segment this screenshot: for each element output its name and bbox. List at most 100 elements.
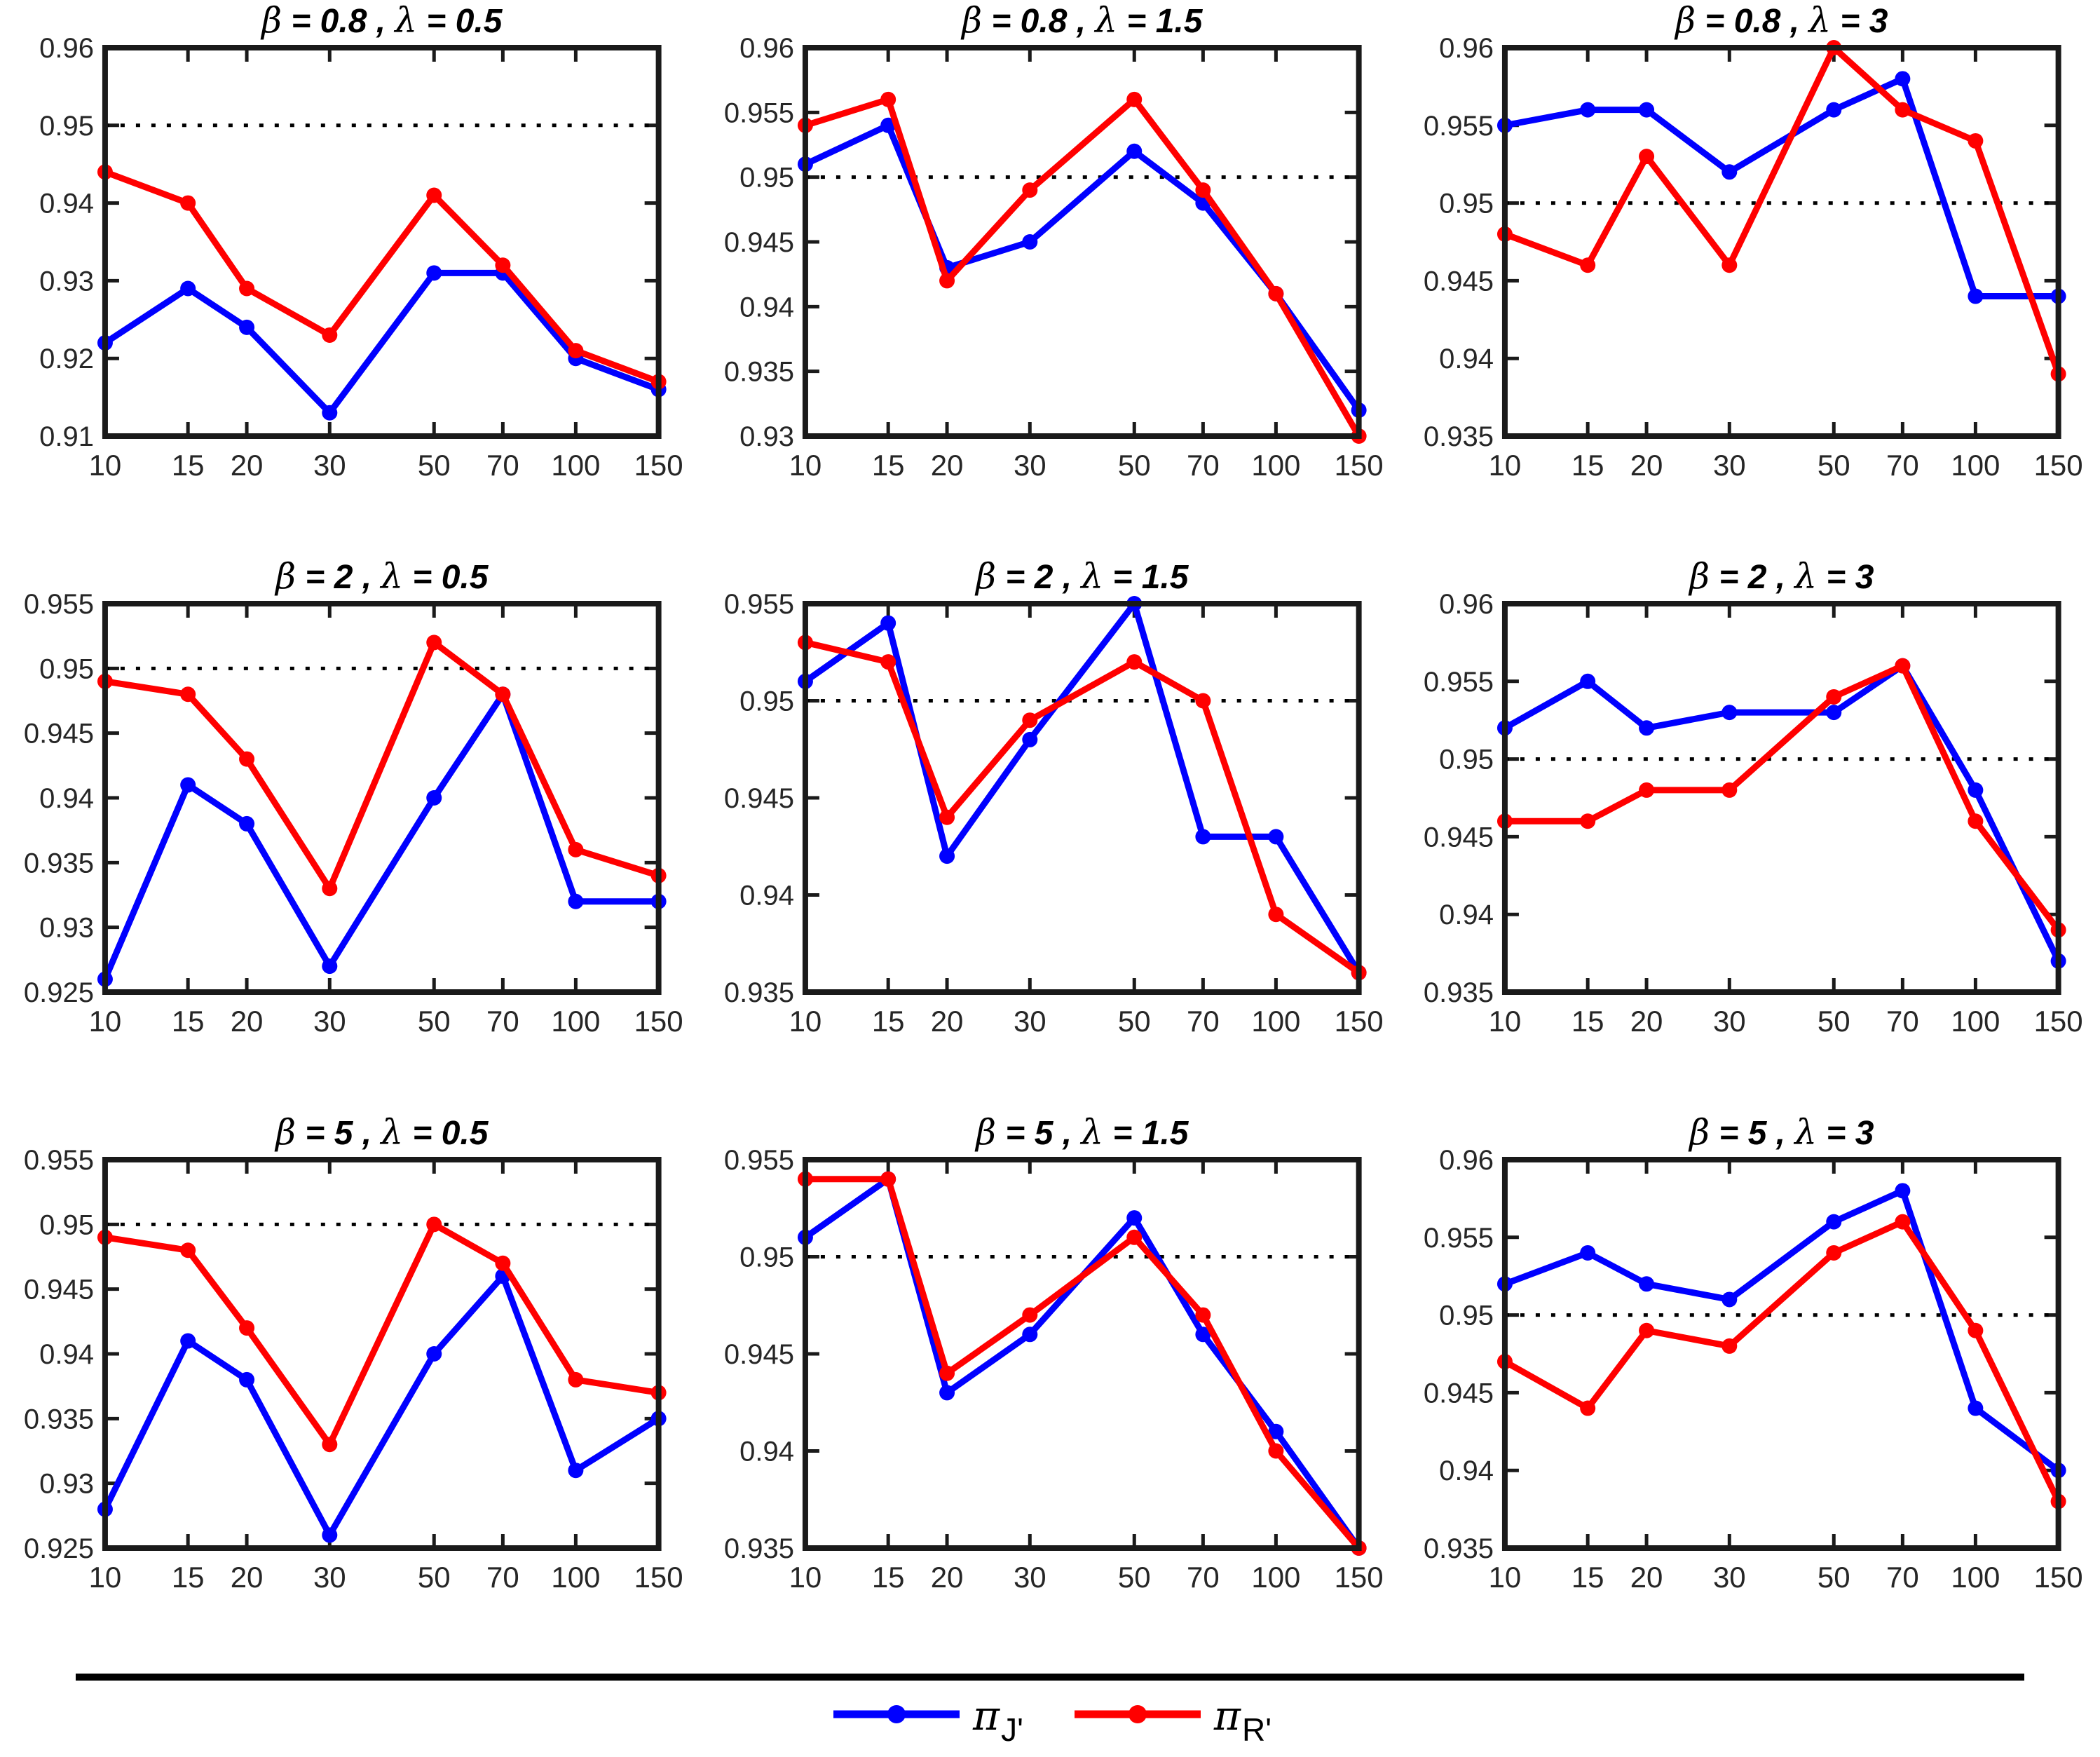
subplot-title: β = 5 , λ = 0.5 [274,1112,489,1153]
subplot-title: β = 2 , λ = 1.5 [974,556,1189,597]
data-marker-pi_R [1580,813,1596,829]
data-marker-pi_R [1126,91,1142,107]
y-tick-label: 0.955 [723,97,793,128]
data-marker-pi_R [1826,1244,1842,1261]
data-marker-pi_R [880,654,896,670]
data-marker-pi_R [1968,813,1984,829]
y-tick-label: 0.945 [24,719,94,749]
subplot-title: β = 2 , λ = 0.5 [274,556,489,597]
data-marker-pi_R [939,273,955,289]
x-tick-label: 100 [1951,449,2000,482]
plot-box [802,1157,1362,1551]
y-tick-label: 0.96 [1439,1145,1494,1176]
plot-box [102,45,662,439]
y-tick-label: 0.955 [1424,667,1494,698]
x-tick-label: 20 [231,449,264,482]
x-tick-label: 150 [2034,1005,2083,1038]
x-tick-label: 50 [1118,449,1151,482]
chart-2: β = 0.8 , λ = 1.5 0.93 0.935 0.94 0.945 0.95 0… [723,0,1383,482]
x-tick-label: 10 [89,1005,122,1038]
data-marker-pi_R [568,1371,584,1388]
y-tick-label: 0.94 [739,292,794,323]
x-tick-label: 30 [313,449,346,482]
data-marker-pi_J [1267,1423,1283,1439]
x-tick-label: 30 [313,1561,346,1594]
subplot-cell-1: β = 0.8 , λ = 0.5 0.91 0.92 0.93 0.94 0.95 0.9… [0,0,700,556]
chart-9: β = 5 , λ = 3 0.935 0.94 0.945 0.95 0.955 0.96… [1424,1112,2083,1594]
chart-5: β = 2 , λ = 1.5 0.935 0.94 0.945 0.95 0.955 10… [723,556,1383,1038]
data-marker-pi_R [1021,182,1037,198]
data-marker-pi_J [239,815,255,832]
x-tick-label: 30 [1713,1005,1746,1038]
legend-item-pi-J: πJ' [830,1692,1023,1748]
y-tick-label: 0.925 [24,977,94,1008]
x-tick-label: 70 [1886,449,1919,482]
data-marker-pi_J [1721,1291,1738,1308]
legend-label-pi-R: πR' [1214,1692,1271,1748]
y-tick-label: 0.935 [1424,421,1494,452]
x-tick-label: 70 [486,1561,519,1594]
chart-1: β = 0.8 , λ = 0.5 0.91 0.92 0.93 0.94 0.95 0.9… [39,0,683,482]
y-tick-label: 0.94 [39,783,94,814]
data-marker-pi_J [1968,782,1984,798]
x-tick-label: 100 [551,1561,600,1594]
subplot-title: β = 0.8 , λ = 0.5 [260,0,503,41]
x-tick-label: 15 [172,1005,205,1038]
data-marker-pi_J [180,777,196,793]
data-marker-pi_R [426,635,442,651]
subplot-cell-6: β = 2 , λ = 3 0.935 0.94 0.945 0.95 0.955 0.96… [1400,556,2100,1112]
data-marker-pi_R [426,187,442,203]
chart-6: β = 2 , λ = 3 0.935 0.94 0.945 0.95 0.955 0.96… [1424,556,2083,1038]
series-line-pi_R [104,639,660,892]
y-tick-label: 0.95 [1439,1301,1494,1331]
data-marker-pi_J [1126,1210,1142,1226]
x-tick-label: 30 [1014,449,1046,482]
data-marker-pi_J [1895,1183,1911,1199]
data-marker-pi_R [1126,1229,1142,1245]
x-tick-label: 15 [172,449,205,482]
y-tick-label: 0.955 [24,1145,94,1176]
data-marker-pi_R [322,881,338,897]
data-marker-pi_J [1267,829,1283,845]
series-line-pi_R [1505,663,2061,932]
x-tick-label: 50 [418,1561,451,1594]
x-tick-label: 70 [1886,1005,1919,1038]
x-tick-label: 100 [551,1005,600,1038]
y-tick-label: 0.955 [1424,111,1494,142]
data-marker-pi_J [239,319,255,335]
series-line-pi_R [1504,44,2062,375]
legend-marker-blue [887,1705,906,1723]
data-marker-pi_J [1021,234,1037,250]
data-marker-pi_J [426,1346,442,1362]
data-marker-pi_J [426,790,442,806]
x-tick-label: 70 [1187,1005,1220,1038]
y-tick-label: 0.935 [1424,977,1494,1008]
legend-line-red [1074,1705,1201,1723]
legend-marker-red [1128,1705,1147,1723]
data-marker-pi_J [239,1371,255,1388]
data-marker-pi_J [1580,673,1596,689]
x-tick-label: 50 [1118,1561,1151,1594]
x-tick-label: 30 [1014,1561,1046,1594]
data-marker-pi_R [1639,1322,1655,1338]
y-tick-label: 0.945 [723,227,793,258]
data-marker-pi_R [1895,1214,1911,1230]
y-tick-label: 0.945 [723,1339,793,1370]
x-tick-label: 150 [634,1561,683,1594]
data-marker-pi_J [180,1333,196,1349]
data-marker-pi_J [568,893,584,909]
x-tick-label: 20 [930,1005,963,1038]
data-marker-pi_R [239,280,255,297]
data-marker-pi_J [322,958,338,975]
y-tick-label: 0.96 [739,33,794,64]
subplot-title: β = 5 , λ = 1.5 [974,1112,1189,1153]
chart-4: β = 2 , λ = 0.5 0.925 0.93 0.935 0.94 0.945 0.… [24,556,683,1038]
x-tick-label: 20 [930,449,963,482]
y-tick-label: 0.94 [739,880,794,911]
series-line-pi_R [104,1221,660,1448]
x-tick-label: 15 [871,449,904,482]
subplot-cell-7: β = 5 , λ = 0.5 0.925 0.93 0.935 0.94 0.945 0.… [0,1112,700,1668]
x-tick-label: 10 [1489,449,1522,482]
x-tick-label: 30 [1014,1005,1046,1038]
plot-box [1502,601,2061,995]
